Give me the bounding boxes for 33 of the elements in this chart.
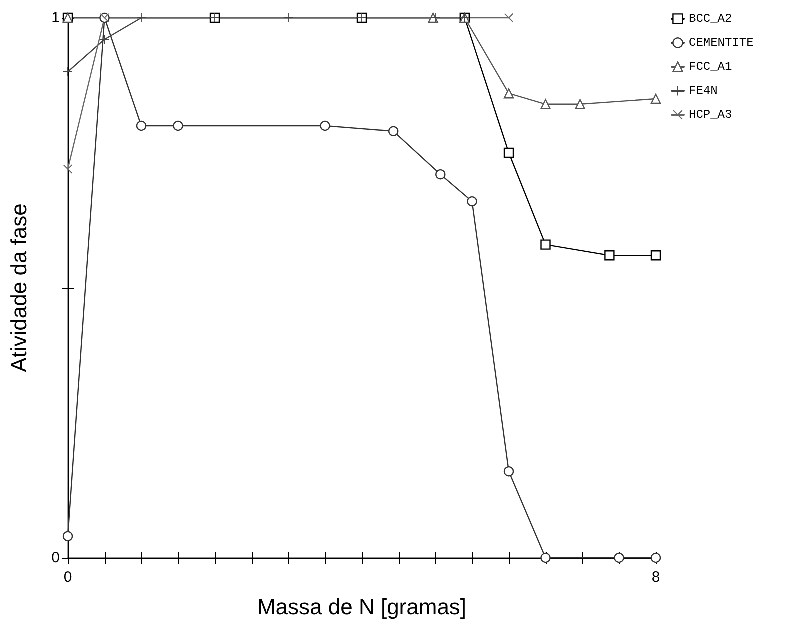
point	[650, 94, 662, 104]
point	[504, 148, 514, 158]
point	[540, 240, 551, 250]
point	[320, 120, 330, 132]
point	[650, 250, 662, 261]
point	[388, 126, 399, 136]
point	[64, 68, 72, 76]
point	[64, 164, 72, 174]
point	[540, 99, 551, 110]
point	[431, 14, 440, 22]
point	[136, 120, 147, 132]
point	[173, 120, 184, 132]
point	[467, 196, 478, 207]
y-axis-title: Atividade da fase	[6, 204, 32, 372]
point	[604, 250, 615, 261]
point	[62, 531, 74, 542]
x-axis-title: Massa de N [gramas]	[257, 594, 467, 620]
y-tick-label: 1	[52, 10, 60, 26]
point	[504, 88, 514, 99]
point	[436, 170, 446, 180]
x-tick-label: 8	[652, 569, 660, 586]
point	[137, 14, 146, 22]
legend-label: FCC_A1	[689, 60, 732, 74]
legend-label: CEMENTITE	[689, 36, 754, 50]
legend-label: HCP_A3	[689, 108, 732, 122]
legend-label: BCC_A2	[689, 12, 732, 26]
point	[504, 466, 514, 477]
point	[504, 14, 514, 22]
point	[284, 14, 293, 22]
point	[614, 552, 624, 564]
legend-label: FE4N	[689, 84, 718, 98]
point	[540, 552, 551, 564]
point	[575, 99, 586, 110]
